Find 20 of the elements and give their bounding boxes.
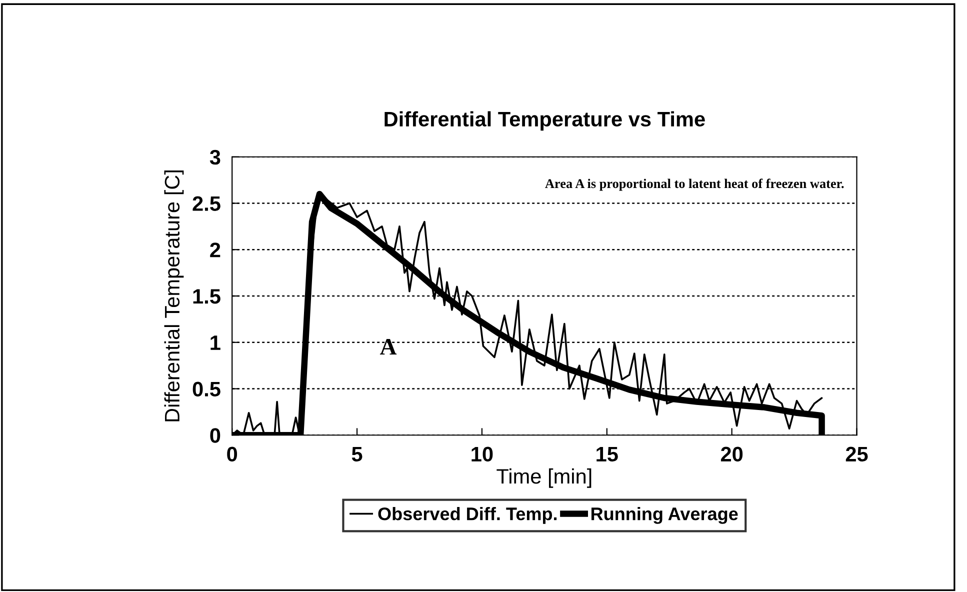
y-tick-label: 2.5: [192, 196, 220, 212]
y-tick-label: 2: [210, 242, 220, 258]
chart-title: Differential Temperature vs Time: [384, 111, 705, 131]
y-tick-label: 0.5: [192, 382, 220, 396]
x-tick-label: 10: [472, 446, 493, 462]
y-axis-title: Differential Temperature [C]: [164, 170, 184, 422]
x-tick-label: 5: [352, 446, 362, 462]
x-tick-label: 0: [227, 446, 238, 462]
y-tick-label: 1.5: [193, 289, 220, 304]
y-tick-label: 0: [210, 428, 220, 443]
legend-label: Running Average: [591, 507, 738, 524]
legend-label: Observed Diff. Temp.: [378, 507, 557, 524]
annotation: Area A is proportional to latent heat of freezen water.: [545, 178, 844, 191]
x-tick-label: 25: [846, 446, 868, 462]
x-tick-label: 20: [720, 446, 743, 462]
x-axis-title: Time [min]: [496, 468, 592, 488]
annotation: A: [380, 338, 397, 355]
y-tick-label: 1: [210, 336, 220, 350]
y-tick-label: 3: [210, 150, 220, 165]
x-tick-label: 15: [596, 446, 618, 462]
